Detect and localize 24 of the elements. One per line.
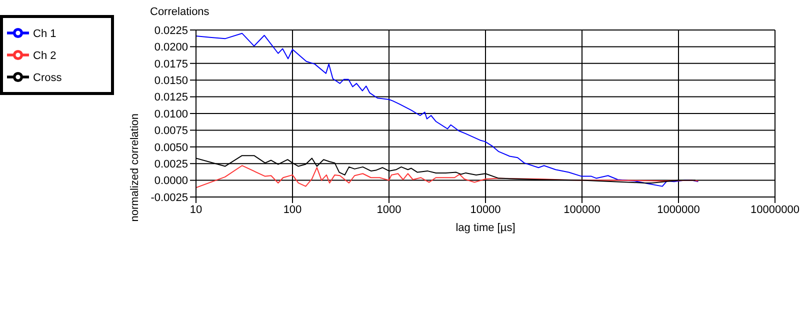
y-tick-label: 0.0125 bbox=[154, 92, 188, 104]
x-tick-label: 10000 bbox=[470, 204, 501, 216]
y-tick-label: 0.0025 bbox=[154, 158, 188, 171]
y-tick-label: 0.0150 bbox=[154, 75, 188, 88]
legend-label: Cross bbox=[33, 72, 62, 84]
x-tick-label: 1000000 bbox=[657, 204, 700, 216]
y-tick-label: 0.0075 bbox=[154, 125, 188, 138]
y-axis-title: normalized correlation bbox=[128, 114, 141, 222]
y-tick-label: 0.0050 bbox=[154, 142, 188, 154]
x-tick-label: 10 bbox=[190, 204, 202, 216]
x-tick-label: 100000 bbox=[564, 204, 600, 216]
y-tick-label: 0.0175 bbox=[154, 58, 188, 70]
legend-label: Ch 2 bbox=[33, 50, 56, 62]
y-tick-label: 0.0200 bbox=[154, 42, 188, 54]
y-tick-label: 0.0000 bbox=[154, 175, 188, 188]
x-tick-label: 100 bbox=[283, 204, 302, 216]
y-tick-label: 0.0100 bbox=[154, 108, 188, 120]
x-tick-label: 1000 bbox=[376, 204, 402, 216]
y-tick-label: 0.0225 bbox=[154, 24, 188, 37]
y-tick-label: -0.0025 bbox=[150, 192, 188, 204]
x-axis-title: lag time [µs] bbox=[456, 222, 516, 234]
x-tick-label: 10000000 bbox=[750, 204, 800, 216]
chart-title: Correlations bbox=[150, 6, 210, 18]
legend-label: Ch 1 bbox=[33, 28, 56, 40]
